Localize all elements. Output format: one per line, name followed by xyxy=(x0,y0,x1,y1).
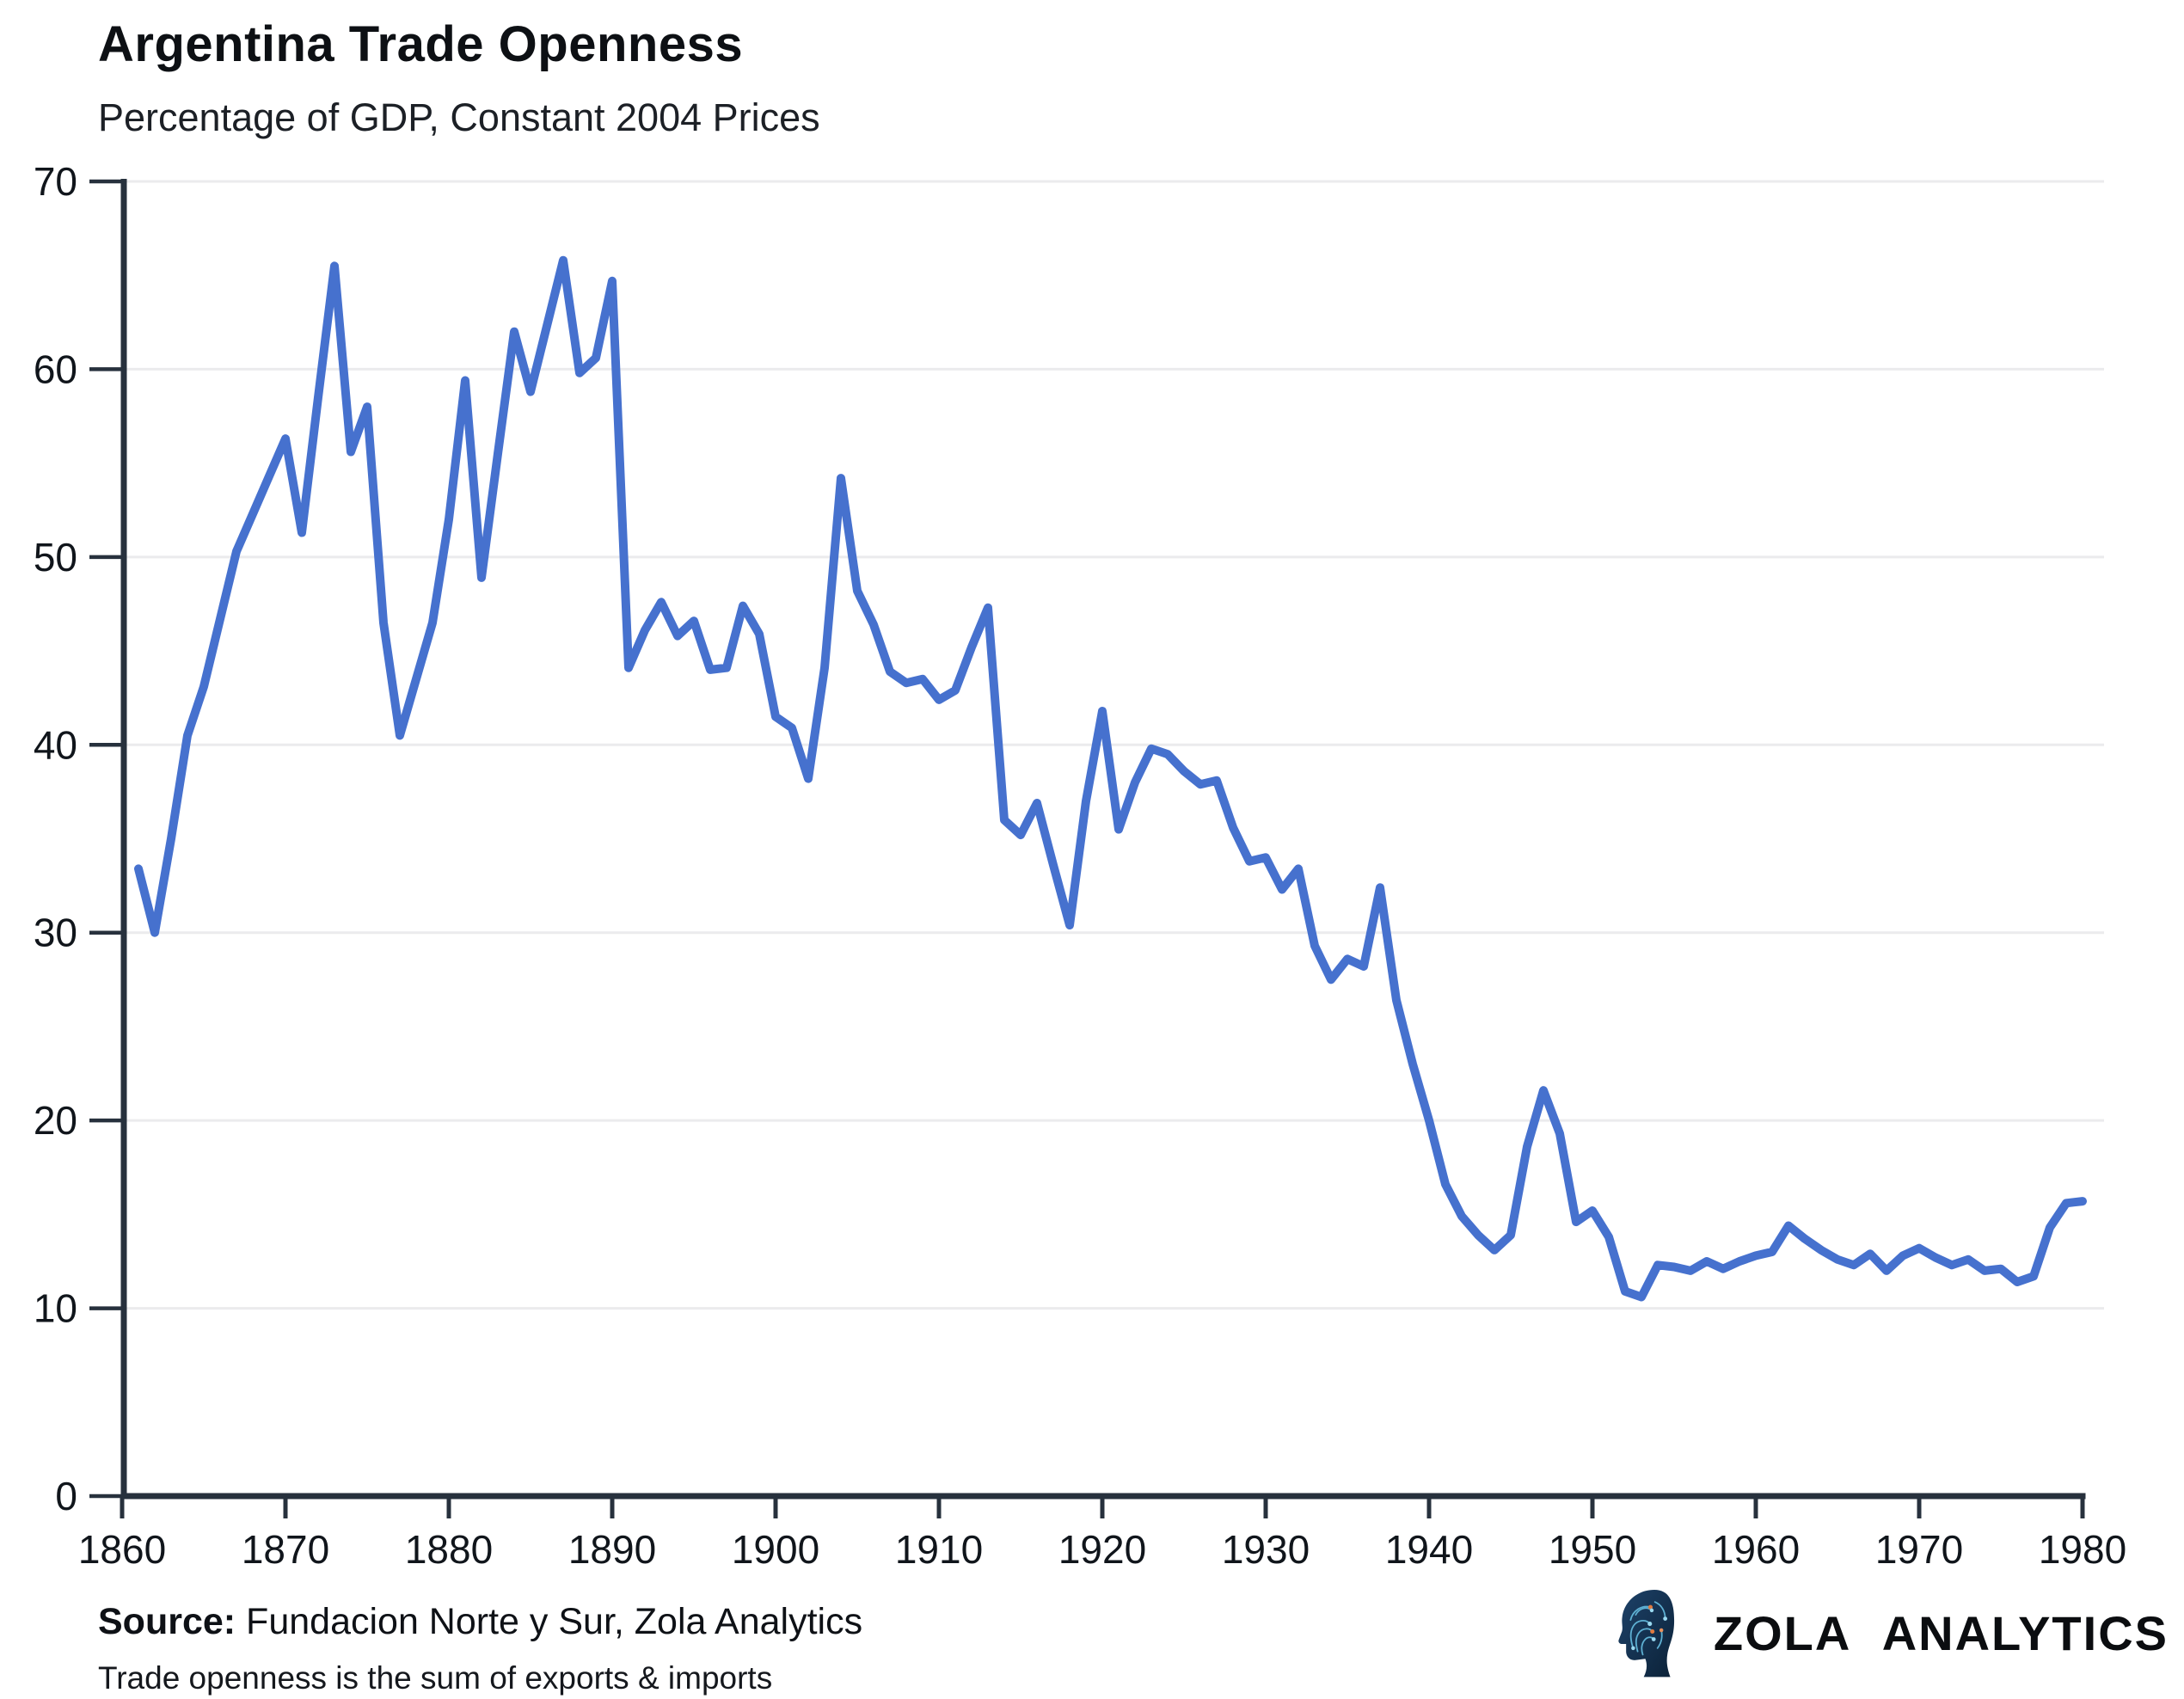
x-tick-label-1900: 1900 xyxy=(732,1527,819,1572)
brand-name: ZOLA ANALYTICS xyxy=(1713,1605,2169,1660)
y-tick-label-50: 50 xyxy=(34,535,77,580)
x-tick-label-1970: 1970 xyxy=(1875,1527,1963,1572)
y-tick-label-70: 70 xyxy=(34,159,77,204)
x-tick-label-1930: 1930 xyxy=(1222,1527,1310,1572)
y-tick-label-0: 0 xyxy=(55,1474,77,1518)
source-text: Fundacion Norte y Sur, Zola Analytics xyxy=(236,1601,863,1642)
x-tick-label-1890: 1890 xyxy=(568,1527,656,1572)
y-tick-label-60: 60 xyxy=(34,347,77,391)
x-tick-label-1980: 1980 xyxy=(2039,1527,2126,1572)
circuit-head-icon xyxy=(1618,1590,1674,1678)
brand-logo: ZOLA ANALYTICS xyxy=(1614,1586,2175,1679)
chart-title: Argentina Trade Openness xyxy=(98,16,744,72)
chart-header: Argentina Trade Openness Percentage of G… xyxy=(98,15,820,140)
x-tick-label-1960: 1960 xyxy=(1712,1527,1800,1572)
y-tick-label-20: 20 xyxy=(34,1098,77,1143)
y-tick-label-30: 30 xyxy=(34,911,77,955)
x-tick-label-1910: 1910 xyxy=(895,1527,983,1572)
y-tick-label-40: 40 xyxy=(34,722,77,767)
source-label: Source: xyxy=(98,1601,236,1642)
x-tick-label-1860: 1860 xyxy=(78,1527,166,1572)
y-tick-label-10: 10 xyxy=(34,1286,77,1331)
data-line-trade-openness xyxy=(134,255,2087,1302)
x-tick-label-1950: 1950 xyxy=(1549,1527,1636,1572)
source-line: Source: Fundacion Norte y Sur, Zola Anal… xyxy=(98,1601,862,1643)
footnote: Trade openness is the sum of exports & i… xyxy=(98,1660,773,1696)
chart-footer: Source: Fundacion Norte y Sur, Zola Anal… xyxy=(98,1601,862,1696)
x-tick-label-1880: 1880 xyxy=(405,1527,493,1572)
x-tick-label-1920: 1920 xyxy=(1058,1527,1146,1572)
chart-subtitle: Percentage of GDP, Constant 2004 Prices xyxy=(98,95,820,139)
x-tick-label-1940: 1940 xyxy=(1385,1527,1473,1572)
x-tick-label-1870: 1870 xyxy=(242,1527,329,1572)
